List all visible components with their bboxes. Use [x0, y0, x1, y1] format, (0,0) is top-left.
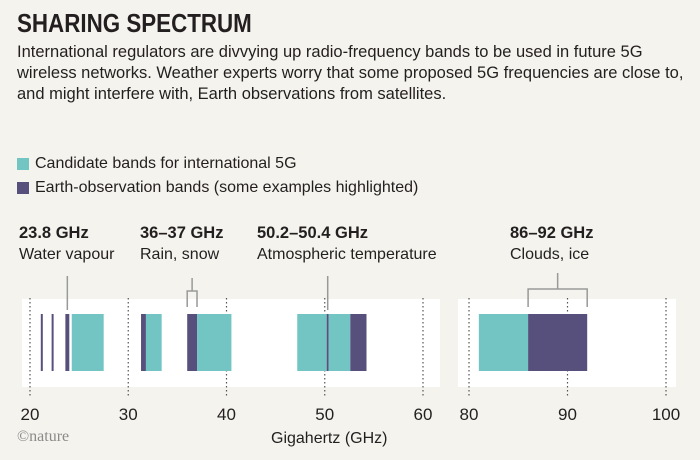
x-tick-label: 20 [20, 405, 40, 424]
x-tick-label: 90 [558, 405, 577, 424]
annotation-clouds-ice: 86–92 GHz Clouds, ice [510, 224, 594, 263]
band-5g [197, 314, 232, 371]
annotation-water-vapour: 23.8 GHz Water vapour [19, 224, 115, 263]
band-earth-observation [350, 314, 367, 371]
band-5g [478, 314, 529, 371]
band-earth-observation [65, 314, 70, 371]
band-earth-observation [528, 314, 588, 371]
legend-swatch-5g [17, 158, 29, 170]
x-tick-label: 100 [651, 405, 681, 424]
nature-logo: ©nature [17, 428, 70, 445]
band-5g [145, 314, 162, 371]
band-5g [71, 314, 104, 371]
band-5g [297, 314, 327, 371]
legend-item-earth: Earth-observation bands (some examples h… [17, 179, 418, 197]
x-tick-label: 60 [413, 405, 433, 424]
x-tick-label: 80 [459, 405, 479, 424]
annotation-bracket [186, 278, 198, 307]
band-earth-observation [141, 314, 146, 371]
x-axis-label: Gigahertz (GHz) [271, 430, 388, 447]
legend-label: Candidate bands for international 5G [35, 155, 297, 172]
chart-subtitle: International regulators are divvying up… [17, 43, 684, 103]
chart-title: SHARING SPECTRUM [17, 8, 252, 38]
x-tick-label: 30 [118, 405, 138, 424]
x-tick-label: 40 [217, 405, 236, 424]
band-earth-observation [187, 314, 198, 371]
legend-swatch-earth [17, 182, 29, 194]
annotation-atmospheric-temperature: 50.2–50.4 GHz Atmospheric temperature [257, 224, 437, 263]
annotation-bracket [527, 273, 588, 307]
annotation-rain-snow: 36–37 GHz Rain, snow [140, 224, 224, 263]
band-earth-observation [51, 314, 54, 371]
x-tick-label: 50 [315, 405, 335, 424]
band-earth-observation [40, 314, 43, 371]
band-earth-observation [326, 314, 329, 371]
band-5g [328, 314, 351, 371]
legend-item-5g: Candidate bands for international 5G [17, 155, 297, 173]
legend-label: Earth-observation bands (some examples h… [35, 179, 419, 196]
